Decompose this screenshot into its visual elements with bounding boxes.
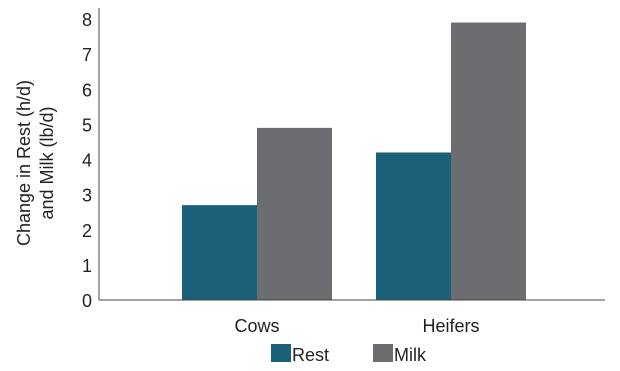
x-tick-label: Heifers — [422, 316, 479, 336]
legend: Rest Milk — [271, 344, 427, 365]
y-tick-label: 6 — [82, 80, 92, 100]
y-axis-label-line-1: Change in Rest (h/d) — [14, 80, 34, 246]
y-tick-label: 1 — [82, 256, 92, 276]
y-axis-label: Change in Rest (h/d) and Milk (lb/d) — [14, 80, 57, 246]
y-axis-label-line-2: and Milk (lb/d) — [37, 106, 57, 219]
legend-swatch-milk — [373, 344, 393, 362]
y-tick-label: 8 — [82, 10, 92, 30]
legend-label-rest: Rest — [292, 345, 329, 365]
bar-milk-heifers — [451, 22, 526, 300]
y-tick-label: 0 — [82, 291, 92, 311]
y-axis-ticks: 0 1 2 3 4 5 6 7 8 — [82, 10, 92, 311]
bar-milk-cows — [257, 127, 332, 300]
y-tick-label: 2 — [82, 221, 92, 241]
y-tick-label: 3 — [82, 186, 92, 206]
x-axis-ticks: Cows Heifers — [234, 316, 479, 336]
bar-series — [182, 22, 526, 300]
y-tick-label: 4 — [82, 151, 92, 171]
legend-label-milk: Milk — [394, 345, 427, 365]
x-tick-label: Cows — [234, 316, 279, 336]
bar-rest-heifers — [376, 152, 451, 300]
legend-swatch-rest — [271, 344, 291, 362]
y-tick-label: 7 — [82, 45, 92, 65]
bar-rest-cows — [182, 205, 257, 300]
y-tick-label: 5 — [82, 115, 92, 135]
